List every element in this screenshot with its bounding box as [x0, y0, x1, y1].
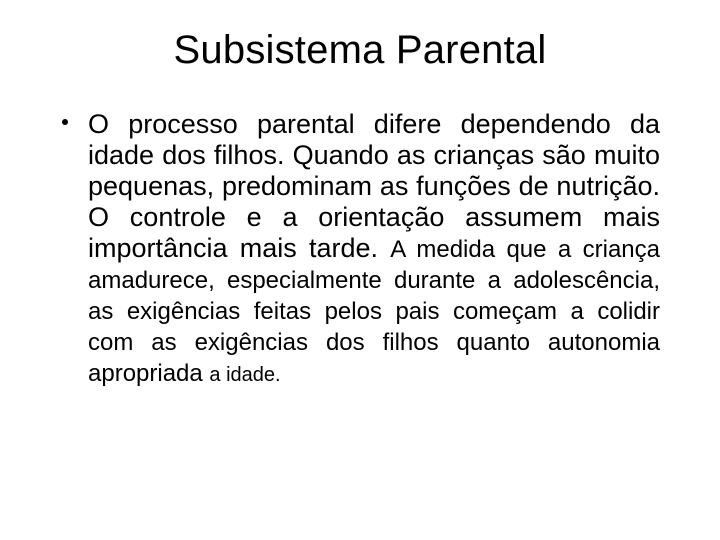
bullet-text-seg2: A — [390, 236, 416, 263]
bullet-item: O processo parental difere dependendo da… — [60, 109, 660, 388]
bullet-text: O processo parental difere dependendo da… — [88, 109, 660, 388]
slide-title: Subsistema Parental — [60, 28, 660, 73]
slide: Subsistema Parental O processo parental … — [0, 0, 720, 540]
bullet-icon — [62, 119, 68, 125]
bullet-text-seg4: a idade. — [209, 364, 280, 386]
